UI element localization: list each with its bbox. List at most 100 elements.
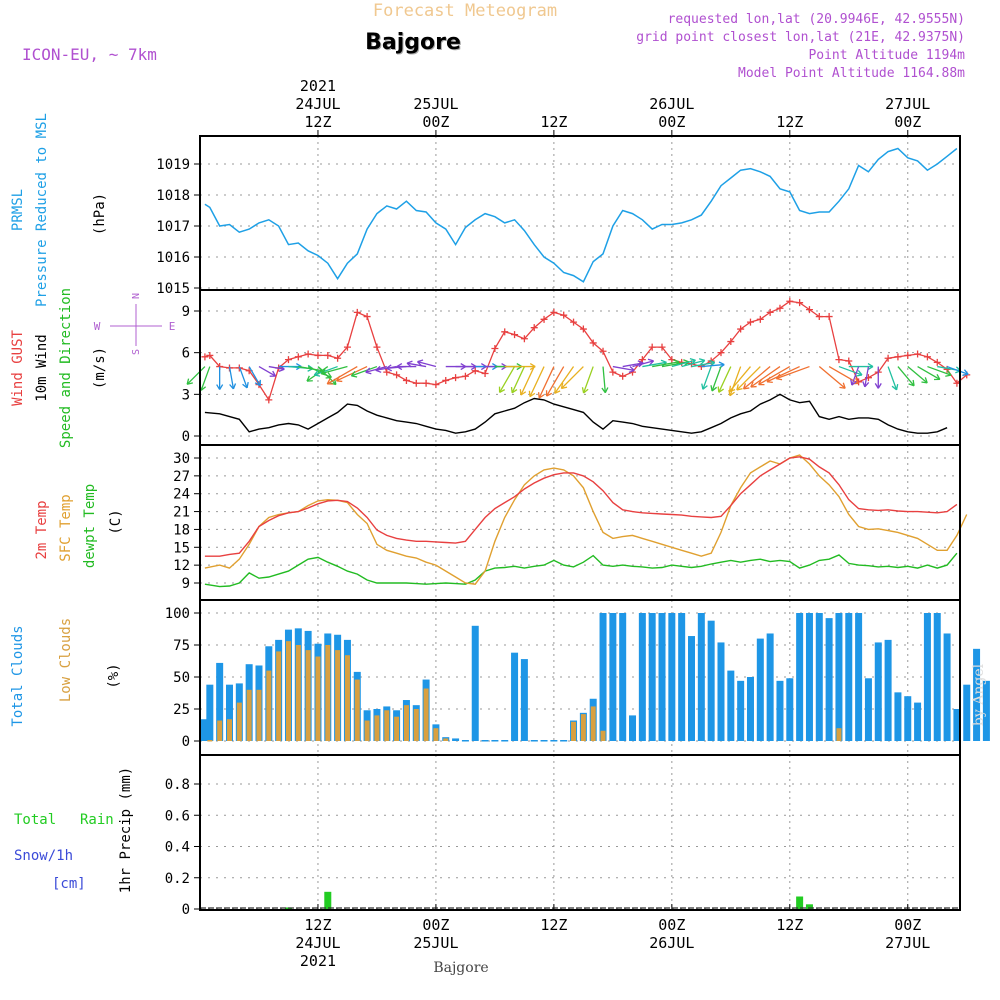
total-cloud-bar [982, 680, 990, 741]
wind-arrow-head [326, 378, 334, 385]
wind-arrow-head [934, 373, 941, 381]
wind-arrow-head [908, 379, 915, 387]
y-tick-label: 50 [173, 670, 190, 686]
low-cloud-bar [315, 656, 321, 741]
gust-marker [599, 347, 607, 355]
top-time-label: 27JUL [885, 95, 930, 113]
wind-arrow [681, 359, 705, 368]
gust-marker [619, 372, 627, 380]
total-cloud-bar [815, 613, 823, 741]
gust-marker [550, 308, 558, 316]
chart-title: Forecast Meteogram [373, 1, 557, 21]
total-cloud-bar [452, 738, 460, 741]
temp-dewpt-label: dewpt Temp [82, 484, 98, 568]
wind-arrow-head [839, 382, 846, 389]
requested-coords: requested lon,lat (20.9946E, 42.9555N) [668, 12, 965, 27]
bottom-time-label: 12Z [776, 916, 803, 934]
gust-marker [393, 371, 401, 379]
gust-marker [579, 325, 587, 333]
footer-location: Bajgore [433, 960, 488, 976]
model-altitude: Model Point Altitude 1164.88m [738, 66, 965, 81]
wind-arrow-head [396, 362, 403, 371]
total-cloud-bar [216, 662, 224, 741]
wind-gust-label: Wind GUST [10, 330, 26, 406]
low-cloud-bar [423, 688, 429, 741]
total-cloud-bar [835, 613, 843, 741]
wind-arrow [718, 366, 732, 393]
y-tick-label: 30 [173, 451, 190, 467]
top-time-label: 00Z [422, 113, 449, 131]
wind-arrow-head [647, 358, 655, 366]
wind-arrow-head [528, 390, 536, 398]
wind-arrow [417, 360, 437, 368]
gust-marker [442, 376, 450, 384]
wind-arrow [582, 366, 594, 394]
pressure-label-long: Pressure Reduced to MSL [34, 113, 50, 307]
y-tick-label: 0 [182, 734, 190, 750]
gust-marker [933, 358, 941, 366]
wind-arrow-head [862, 381, 870, 388]
total-cloud-bar [766, 633, 774, 741]
gust-marker [540, 315, 548, 323]
low-cloud-bar [364, 720, 370, 741]
wind-arrow-head [891, 384, 899, 391]
precip-snow-unit: [cm] [52, 876, 86, 892]
total-cloud-bar [825, 618, 833, 741]
low-cloud-bar [403, 705, 409, 741]
top-time-label: 12Z [304, 113, 331, 131]
gust-marker [373, 343, 381, 351]
top-time-label: 24JUL [295, 95, 340, 113]
low-cloud-bar [236, 702, 242, 741]
low-cloud-bar [217, 720, 223, 741]
wind-arrow [917, 365, 941, 380]
low-cloud-bar [433, 728, 439, 741]
low-cloud-bar [580, 714, 586, 741]
total-cloud-bar [973, 648, 981, 741]
y-tick-label: 75 [173, 638, 190, 654]
wind-arrow [642, 361, 667, 368]
total-cloud-bar [678, 613, 686, 741]
gust-marker [363, 313, 371, 321]
total-cloud-bar [717, 642, 725, 741]
wind-arrow [298, 365, 324, 372]
precip-rain-label: Rain [80, 812, 114, 828]
gust-marker [481, 370, 489, 377]
y-tick-label: 6 [182, 346, 190, 362]
low-cloud-bar [276, 651, 282, 741]
gust-marker [904, 351, 912, 359]
wind-arrow [702, 366, 712, 390]
wind-arrow [314, 365, 338, 376]
wind-10m-label: 10m Wind [34, 334, 50, 401]
temp-2m-label: 2m Temp [34, 500, 50, 559]
low-cloud-bar [374, 715, 380, 741]
wind-arrow [864, 366, 870, 387]
wind-arrow [743, 366, 771, 390]
wind-arrow [818, 366, 846, 389]
total-cloud-bar [776, 680, 784, 741]
total-cloud-bar [491, 740, 499, 742]
wind-arrow [838, 365, 863, 376]
wind-arrow-head [254, 379, 261, 387]
low-cloud-bar [285, 641, 291, 741]
y-tick-label: 21 [173, 505, 190, 521]
total-cloud-bar [914, 702, 922, 741]
gust-marker [501, 328, 509, 336]
total-cloud-bar [658, 613, 666, 741]
wind-arrow-head [560, 382, 568, 390]
wind-arrow [632, 360, 654, 368]
gust-marker [284, 356, 292, 364]
wind-arrow-head [554, 387, 561, 394]
total-cloud-bar [697, 613, 705, 741]
total-cloud-bar [953, 709, 961, 741]
y-tick-label: 0.2 [165, 871, 190, 887]
wind-arrow-head [962, 369, 969, 376]
low-cloud-bar [305, 650, 311, 741]
wind-arrow [406, 362, 427, 368]
wind-arrow [701, 363, 725, 368]
total-cloud-bar [884, 639, 892, 741]
wind-arrow-head [717, 386, 725, 393]
total-cloud-bar [923, 613, 931, 741]
gust-marker [520, 335, 528, 343]
gust-marker [923, 353, 931, 361]
